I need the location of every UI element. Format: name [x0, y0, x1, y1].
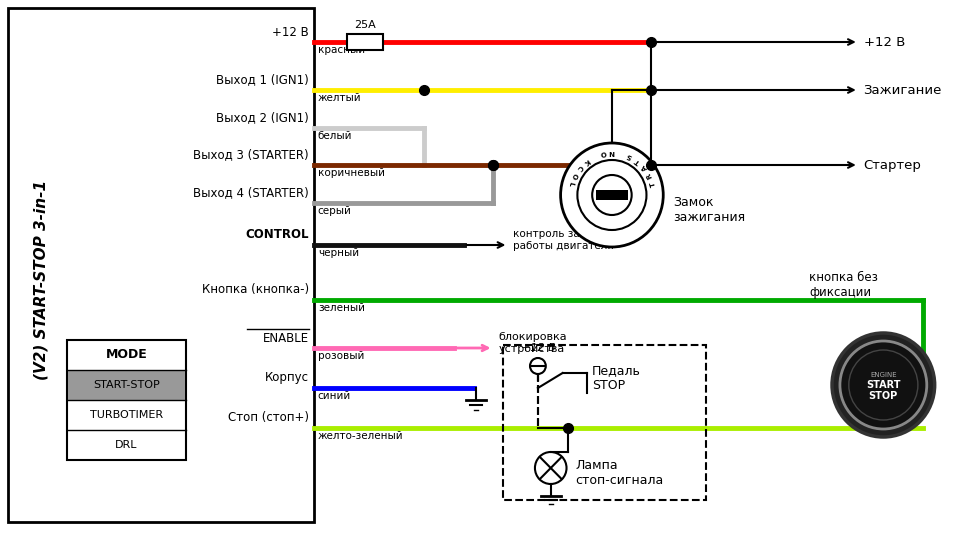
Text: TURBOTIMER: TURBOTIMER — [90, 410, 163, 420]
Bar — [503, 345, 706, 500]
Circle shape — [849, 350, 918, 420]
Text: START-STOP: START-STOP — [93, 380, 159, 390]
Text: серый: серый — [318, 206, 351, 216]
Text: Кнопка (кнопка-): Кнопка (кнопка-) — [202, 284, 309, 296]
Text: DRL: DRL — [115, 440, 137, 450]
Text: белый: белый — [318, 131, 352, 141]
Text: кнопка без
фиксации: кнопка без фиксации — [809, 271, 878, 299]
Text: Корпус: Корпус — [265, 372, 309, 384]
Text: START: START — [866, 380, 900, 390]
Bar — [68, 370, 184, 400]
Text: S: S — [626, 152, 634, 160]
Text: Выход 4 (STARTER): Выход 4 (STARTER) — [193, 186, 309, 199]
Text: K: K — [582, 157, 590, 165]
Text: Лампа
стоп-сигнала: Лампа стоп-сигнала — [575, 459, 663, 487]
Text: N: N — [609, 149, 614, 155]
Text: ENABLE: ENABLE — [263, 332, 309, 345]
Text: MODE: MODE — [106, 348, 147, 361]
Text: A: A — [640, 164, 648, 171]
Circle shape — [592, 175, 632, 215]
Text: T: T — [634, 157, 641, 165]
Text: O: O — [570, 171, 578, 179]
Text: коричневый: коричневый — [318, 168, 385, 178]
Text: Зажигание: Зажигание — [864, 84, 942, 97]
Text: красный: красный — [318, 45, 365, 55]
Bar — [67, 340, 185, 460]
Text: Выход 1 (IGN1): Выход 1 (IGN1) — [216, 73, 309, 86]
Text: черный: черный — [318, 248, 359, 258]
Circle shape — [561, 143, 663, 247]
Text: Выход 3 (STARTER): Выход 3 (STARTER) — [193, 148, 309, 161]
Text: O: O — [599, 150, 607, 157]
Circle shape — [832, 333, 935, 437]
Text: синий: синий — [318, 391, 351, 401]
Circle shape — [535, 452, 566, 484]
Text: желто-зеленый: желто-зеленый — [318, 431, 403, 441]
Text: T: T — [649, 181, 657, 187]
Circle shape — [840, 341, 926, 429]
Text: Замок
зажигания: Замок зажигания — [673, 196, 745, 224]
Text: (V2) START-STOP 3-in-1: (V2) START-STOP 3-in-1 — [34, 180, 49, 380]
Text: L: L — [567, 181, 574, 187]
Text: +12 B: +12 B — [273, 25, 309, 38]
Circle shape — [530, 358, 546, 374]
Text: зеленый: зеленый — [318, 303, 365, 313]
Text: 25A: 25A — [354, 20, 376, 30]
Text: Стартер: Стартер — [864, 159, 922, 172]
Bar — [348, 34, 383, 50]
Text: STOP: STOP — [869, 391, 898, 401]
Text: +12 В: +12 В — [520, 343, 555, 353]
Text: R: R — [646, 171, 654, 179]
Text: C: C — [575, 164, 584, 171]
Bar — [596, 190, 628, 200]
Text: ENGINE: ENGINE — [870, 372, 897, 378]
Text: желтый: желтый — [318, 93, 361, 103]
Text: розовый: розовый — [318, 351, 364, 361]
Text: Стоп (стоп+): Стоп (стоп+) — [228, 411, 309, 424]
Text: блокировка
устройства: блокировка устройства — [498, 332, 567, 354]
Circle shape — [577, 160, 646, 230]
Text: CONTROL: CONTROL — [246, 228, 309, 241]
Bar — [8, 8, 314, 522]
Text: Педаль
STOP: Педаль STOP — [592, 364, 641, 392]
Text: контроль запуска и
работы двигателя: контроль запуска и работы двигателя — [514, 229, 622, 251]
Text: Выход 2 (IGN1): Выход 2 (IGN1) — [216, 111, 309, 125]
Text: +12 В: +12 В — [864, 36, 905, 49]
